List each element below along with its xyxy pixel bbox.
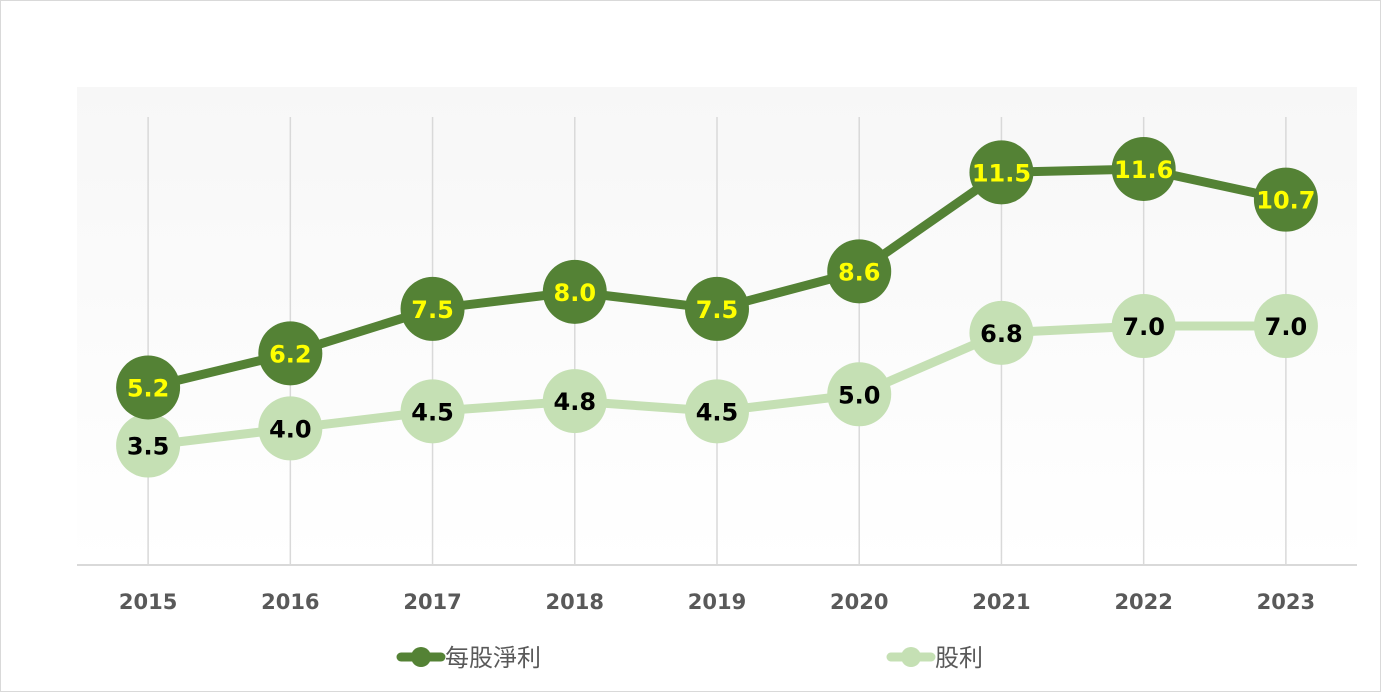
data-point [1253, 167, 1318, 232]
data-point [400, 379, 465, 444]
data-point [1253, 294, 1318, 358]
data-point [1111, 136, 1176, 201]
data-point [258, 396, 323, 461]
data-label: 4.0 [269, 415, 312, 443]
data-point [969, 140, 1034, 205]
data-point [116, 413, 181, 478]
series-1: 5.2 6.2 7.5 8.0 7.5 8.6 11.5 11.6 10.7 [116, 136, 1318, 420]
data-label: 11.6 [1114, 156, 1173, 184]
x-tick-label: 2022 [1114, 590, 1172, 614]
series-layer: 3.5 4.0 4.5 4.8 4.5 5.0 6.8 7.0 7.0 5.2 6.2 7.5 8.0 7… [116, 136, 1318, 478]
data-label: 6.8 [980, 320, 1023, 348]
series-2: 3.5 4.0 4.5 4.8 4.5 5.0 6.8 7.0 7.0 [116, 294, 1318, 478]
data-point [685, 276, 749, 341]
legend-marker-swatch [411, 647, 431, 667]
data-label: 5.0 [838, 381, 881, 409]
legend-item: 股利 [886, 644, 983, 672]
data-label: 7.5 [411, 296, 454, 324]
x-tick-label: 2023 [1257, 590, 1315, 614]
data-point [400, 276, 465, 341]
data-point [116, 355, 181, 420]
x-tick-label: 2017 [403, 590, 461, 614]
x-tick-label: 2019 [688, 590, 746, 614]
data-label: 7.0 [1122, 313, 1165, 341]
legend: 每股淨利 股利 [396, 644, 983, 672]
data-label: 4.5 [411, 398, 454, 426]
x-tick-label: 2016 [261, 590, 319, 614]
x-tick-label: 2021 [972, 590, 1030, 614]
data-label: 8.6 [838, 258, 881, 286]
data-point [969, 300, 1034, 365]
data-label: 8.0 [554, 279, 597, 307]
x-tick-label: 2020 [830, 590, 888, 614]
data-label: 5.2 [127, 374, 170, 402]
x-tick-label: 2018 [546, 590, 604, 614]
data-point [1111, 294, 1176, 358]
legend-marker-swatch [901, 647, 921, 667]
data-label: 6.2 [269, 340, 312, 368]
data-label: 11.5 [972, 159, 1031, 187]
legend-item: 每股淨利 [396, 644, 541, 672]
x-tick-label: 2015 [119, 590, 177, 614]
data-point [827, 362, 892, 427]
data-point [685, 379, 749, 444]
data-point [542, 259, 607, 324]
x-axis-ticks: 2015 2016 2017 2018 2019 2020 2021 2022 2023 [119, 590, 1315, 614]
data-label: 4.5 [696, 398, 739, 426]
data-label: 7.5 [696, 296, 739, 324]
data-point [258, 321, 323, 386]
data-point [827, 239, 892, 304]
data-point [542, 369, 607, 434]
data-label: 10.7 [1256, 187, 1315, 215]
data-label: 7.0 [1265, 313, 1308, 341]
legend-label: 每股淨利 [445, 644, 541, 672]
data-label: 3.5 [127, 433, 170, 461]
data-label: 4.8 [554, 388, 597, 416]
legend-label: 股利 [935, 644, 983, 672]
